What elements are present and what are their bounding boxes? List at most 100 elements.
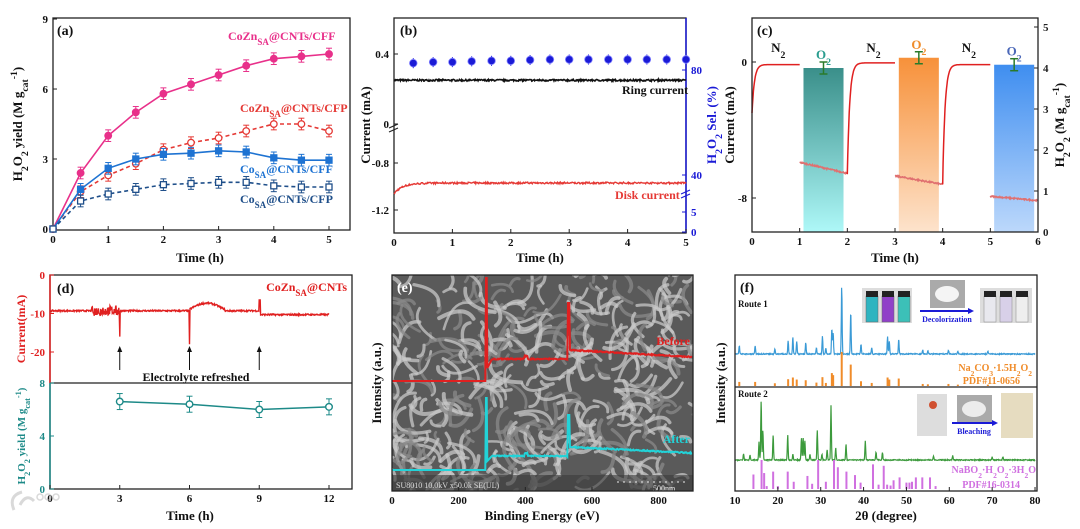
carbon-nanotube: [468, 379, 503, 400]
carbon-nanotube: [687, 401, 693, 408]
watermark-dot: [44, 493, 52, 501]
watermark-logo: [10, 490, 60, 511]
carbon-nanotube: [534, 363, 541, 378]
data-point: [297, 52, 306, 61]
selectivity-point: [604, 55, 613, 64]
carbon-nanotube: [612, 279, 634, 305]
selectivity-point: [681, 55, 691, 64]
y-tick-label: -20: [30, 347, 45, 359]
selectivity-point: [428, 57, 438, 67]
vial-cap: [1016, 291, 1028, 297]
carbon-nanotube: [490, 282, 514, 294]
panel-label-d: (d): [57, 282, 74, 297]
data-point: [104, 131, 113, 140]
carbon-nanotube: [457, 338, 482, 349]
data-point: [325, 50, 333, 58]
x-tick-label: 0: [389, 495, 395, 507]
carbon-nanotube: [525, 375, 537, 387]
carbon-nanotube: [617, 353, 647, 381]
x-tick-label: 20: [772, 495, 784, 507]
carbon-nanotube: [523, 306, 537, 317]
data-point: [325, 127, 333, 135]
carbon-nanotube: [608, 325, 629, 360]
gas-label: O2: [1007, 44, 1022, 65]
x-tick-label: 30: [815, 495, 827, 507]
carbon-nanotube: [502, 299, 527, 309]
yield-line: [119, 400, 330, 411]
carbon-nanotube: [686, 339, 693, 359]
selectivity-point: [545, 55, 555, 64]
y-tick-label: 4: [1043, 63, 1049, 75]
yield-bar: [994, 64, 1035, 232]
route1-label: Route 1: [738, 299, 768, 309]
data-point: [297, 120, 306, 128]
powder: [935, 286, 959, 302]
data-point: [269, 54, 278, 63]
y-axis-label: H2O2 yield (M gcat-1): [9, 67, 31, 182]
carbon-nanotube: [606, 411, 634, 422]
carbon-nanotube: [610, 427, 628, 459]
carbon-nanotube: [513, 409, 554, 425]
carbon-nanotube: [503, 363, 514, 388]
yield-point: [325, 402, 334, 411]
vial: [865, 295, 879, 323]
data-point: [49, 225, 57, 233]
carbon-nanotube: [682, 275, 693, 284]
legend-label: CoSA@CNTs/CFP: [240, 192, 333, 210]
carbon-nanotube: [571, 275, 580, 277]
carbon-nanotube: [635, 383, 664, 404]
gas-label: N2: [962, 40, 976, 61]
selectivity-point: [409, 58, 418, 68]
vial-cap: [898, 291, 910, 297]
selectivity-point: [525, 55, 535, 65]
vial: [881, 295, 895, 323]
y-tick-label: 3: [1043, 104, 1049, 116]
y-tick-label: 0: [40, 270, 46, 282]
carbon-nanotube: [611, 325, 625, 343]
selectivity-point: [565, 55, 574, 64]
carbon-nanotube: [661, 304, 671, 322]
data-point: [242, 178, 250, 186]
carbon-nanotube: [533, 314, 569, 330]
carbon-nanotube: [667, 310, 680, 323]
carbon-nanotube: [425, 349, 454, 362]
vial-cap: [984, 291, 996, 297]
data-point: [269, 120, 278, 128]
current-trace-O2: [799, 160, 848, 175]
vial: [983, 295, 997, 323]
x-tick-label: 4: [271, 234, 277, 246]
x-tick-label: 70: [987, 495, 999, 507]
y-tick-label: 0: [1043, 227, 1049, 239]
arrow-head-icon: [992, 420, 998, 426]
route2-reference-label: NaBO2·H2O2·3H2O: [952, 465, 1037, 480]
carbon-nanotube: [633, 336, 649, 366]
carbon-nanotube: [518, 412, 540, 422]
route1-pdf-label: PDF#11-0656: [963, 376, 1020, 387]
carbon-nanotube: [656, 418, 675, 442]
carbon-nanotube: [430, 379, 437, 397]
route1-reference-label: Na2CO3·1.5H2O2: [958, 363, 1032, 378]
carbon-nanotube: [409, 457, 433, 470]
bottom-y-axis-label: H2O2 yield (M gcat-1): [14, 387, 32, 484]
gas-label: N2: [771, 40, 785, 61]
x-tick-label: 4: [625, 237, 631, 249]
carbon-nanotube: [463, 428, 475, 444]
carbon-nanotube: [452, 390, 472, 408]
x-tick-label: 2: [161, 234, 167, 246]
top-y-axis-label: Current(mA): [14, 295, 28, 363]
x-tick-label: 3: [566, 237, 572, 249]
panel-label-f: (f): [740, 281, 754, 296]
scale-bar-label: 500nm: [653, 484, 676, 493]
x-tick-label: 1: [105, 234, 111, 246]
carbon-nanotube: [392, 335, 395, 344]
x-tick-label: 3: [892, 236, 898, 248]
carbon-nanotube: [392, 393, 402, 400]
carbon-nanotube: [563, 397, 581, 435]
current-trace-O2: [989, 194, 1039, 203]
carbon-nanotube: [416, 343, 426, 358]
carbon-nanotube: [508, 276, 521, 287]
x-tick-label: 5: [326, 234, 332, 246]
x-axis-label: Time (h): [176, 250, 224, 265]
bleaching-label: Bleaching: [957, 427, 991, 436]
